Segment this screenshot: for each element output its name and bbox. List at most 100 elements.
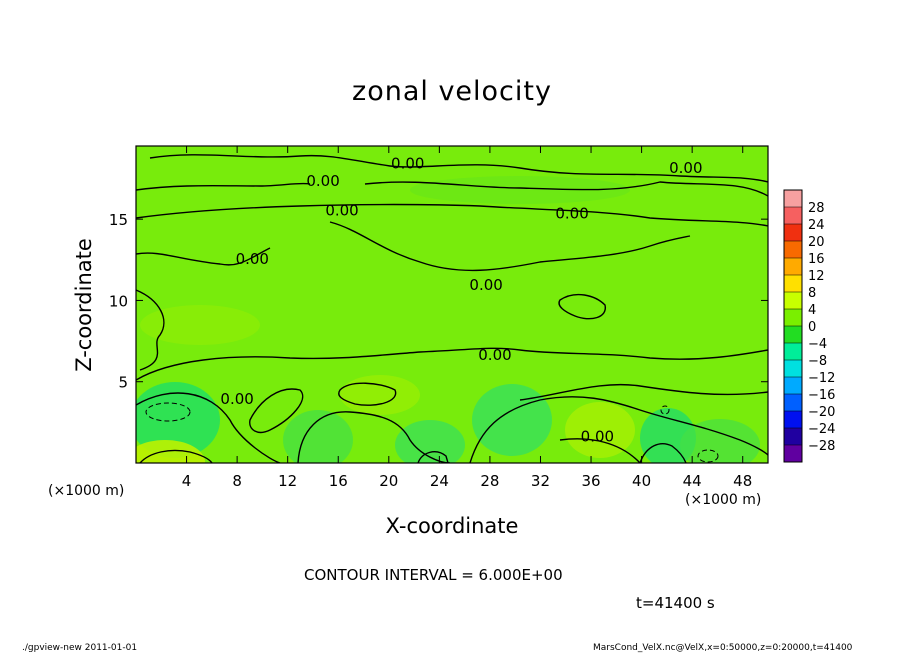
colorbar-label: 28 bbox=[808, 201, 825, 216]
x-axis-ticks: 4 8 12 16 20 24 28 32 36 40 44 48 bbox=[182, 146, 752, 490]
contour-line bbox=[364, 181, 768, 197]
negative-contour bbox=[660, 405, 670, 415]
y-tick-label: 5 bbox=[118, 374, 128, 392]
negative-contours bbox=[145, 402, 719, 463]
contour-line bbox=[469, 396, 768, 463]
contour-line bbox=[139, 449, 213, 463]
contour-line bbox=[136, 289, 165, 371]
field-patch bbox=[395, 420, 465, 463]
field-patch bbox=[340, 375, 420, 415]
x-tick-label: 4 bbox=[182, 472, 192, 490]
colorbar-swatch bbox=[784, 275, 802, 293]
contour-line bbox=[338, 382, 397, 406]
x-tick-label: 24 bbox=[430, 472, 449, 490]
x-tick-label: 12 bbox=[278, 472, 297, 490]
contour-labels: 0.00 0.00 0.00 0.00 0.00 0.00 0.00 0.00 0.00 0.00 bbox=[220, 154, 702, 445]
field-patch bbox=[136, 382, 220, 458]
colorbar-swatch bbox=[784, 343, 802, 361]
contour-line bbox=[297, 411, 451, 463]
colorbar: 28 24 20 16 12 8 4 0 −4 −8 −12 −16 −20 −24 −28 bbox=[783, 189, 835, 463]
colorbar-swatch bbox=[784, 326, 802, 344]
field-patch bbox=[410, 176, 630, 204]
negative-contour bbox=[697, 449, 719, 463]
colorbar-label: 16 bbox=[808, 252, 825, 267]
time-label: t=41400 s bbox=[636, 594, 715, 612]
colorbar-label: −20 bbox=[808, 405, 835, 420]
colorbar-swatch bbox=[784, 224, 802, 242]
contour-interval: CONTOUR INTERVAL = 6.000E+00 bbox=[304, 566, 563, 584]
footer-program: ./gpview-new 2011-01-01 bbox=[22, 643, 138, 653]
colorbar-swatch bbox=[784, 411, 802, 429]
colorbar-label: −28 bbox=[808, 439, 835, 454]
y-tick-label: 10 bbox=[109, 292, 128, 310]
z-unit-label: (×1000 m) bbox=[48, 483, 125, 499]
colorbar-label: −24 bbox=[808, 422, 835, 437]
contour-line bbox=[136, 392, 281, 463]
x-tick-label: 28 bbox=[480, 472, 499, 490]
field-patch bbox=[680, 419, 760, 463]
contour-label: 0.00 bbox=[555, 205, 588, 223]
contour-lines bbox=[136, 154, 768, 463]
contour-line bbox=[559, 438, 641, 463]
x-tick-label: 20 bbox=[379, 472, 398, 490]
contour-label: 0.00 bbox=[581, 427, 614, 445]
contour-line bbox=[149, 154, 768, 183]
plot-frame bbox=[135, 145, 769, 464]
contour-label: 0.00 bbox=[325, 201, 358, 219]
x-tick-label: 48 bbox=[733, 472, 752, 490]
colorbar-swatch bbox=[784, 428, 802, 446]
colorbar-label: −16 bbox=[808, 388, 835, 403]
contour-line bbox=[136, 203, 768, 227]
field-patch bbox=[136, 440, 205, 463]
field-patch bbox=[140, 305, 260, 345]
contour-label: 0.00 bbox=[478, 346, 511, 364]
contour-line bbox=[136, 347, 768, 381]
colorbar-swatch bbox=[784, 445, 802, 463]
x-tick-label: 44 bbox=[683, 472, 702, 490]
x-tick-label: 32 bbox=[531, 472, 550, 490]
velocity-field bbox=[136, 146, 768, 463]
colorbar-label: 0 bbox=[808, 320, 816, 335]
colorbar-swatch bbox=[784, 394, 802, 412]
colorbar-label: 4 bbox=[808, 303, 816, 318]
y-axis-ticks: 5 10 15 bbox=[109, 211, 768, 392]
negative-contour bbox=[145, 402, 191, 422]
y-tick-label: 15 bbox=[109, 211, 128, 229]
x-axis-title-text: X-coordinate bbox=[385, 514, 519, 538]
contour-line bbox=[136, 182, 311, 191]
colorbar-swatch bbox=[784, 309, 802, 327]
colorbar-label: −12 bbox=[808, 371, 835, 386]
contour-line bbox=[558, 293, 606, 320]
colorbar-label: 12 bbox=[808, 269, 825, 284]
colorbar-swatch bbox=[784, 360, 802, 378]
colorbar-label: −8 bbox=[808, 354, 827, 369]
contour-label: 0.00 bbox=[220, 390, 253, 408]
contour-line bbox=[329, 221, 691, 272]
contour-label: 0.00 bbox=[391, 154, 424, 172]
colorbar-swatch bbox=[784, 207, 802, 225]
x-tick-label: 16 bbox=[329, 472, 348, 490]
x-axis-title: X-coordinate bbox=[0, 514, 904, 538]
colorbar-label: 20 bbox=[808, 235, 825, 250]
x-tick-label: 8 bbox=[232, 472, 242, 490]
contour-line bbox=[639, 443, 687, 463]
x-tick-label: 40 bbox=[632, 472, 651, 490]
contour-line bbox=[136, 247, 271, 266]
field-patch bbox=[472, 384, 552, 456]
colorbar-label: 8 bbox=[808, 286, 816, 301]
x-tick-label: 36 bbox=[581, 472, 600, 490]
chart-title: zonal velocity bbox=[352, 76, 552, 107]
contour-line bbox=[249, 388, 304, 434]
colorbar-label: 24 bbox=[808, 218, 825, 233]
contour-label: 0.00 bbox=[669, 159, 702, 177]
field-patch bbox=[565, 402, 635, 458]
colorbar-swatch bbox=[784, 258, 802, 276]
contour-label: 0.00 bbox=[469, 276, 502, 294]
contour-label: 0.00 bbox=[306, 172, 339, 190]
contour-label: 0.00 bbox=[236, 250, 269, 268]
field-patch bbox=[283, 410, 353, 463]
footer-source: MarsCond_VelX.nc@VelX,x=0:50000,z=0:2000… bbox=[593, 643, 853, 653]
contour-line bbox=[417, 451, 449, 463]
colorbar-swatch bbox=[784, 292, 802, 310]
